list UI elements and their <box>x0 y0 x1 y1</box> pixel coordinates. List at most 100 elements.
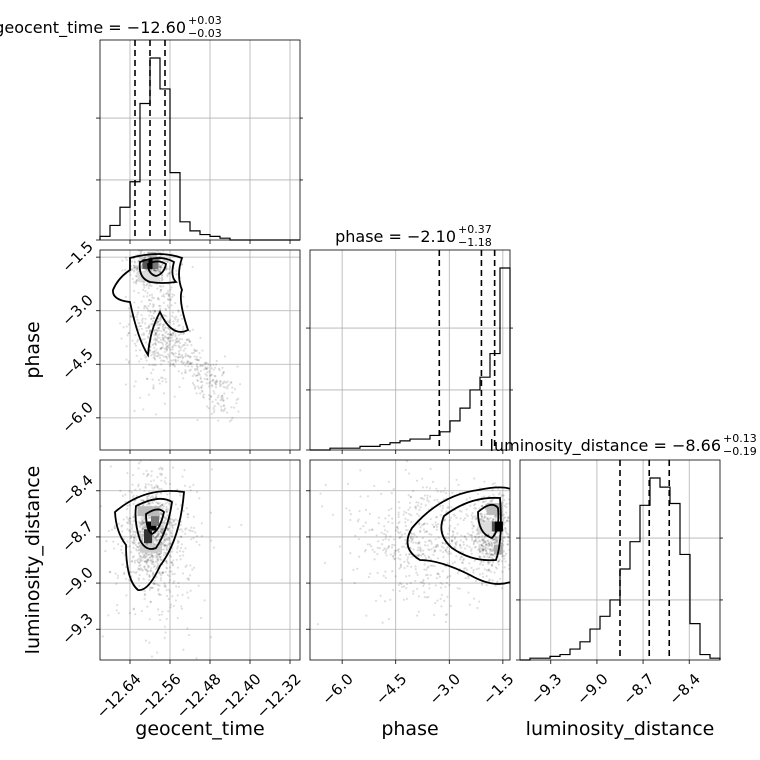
sample-point <box>491 532 495 535</box>
sample-point <box>473 546 476 549</box>
sample-point <box>222 385 225 388</box>
sample-point <box>416 504 420 507</box>
sample-point <box>232 406 236 409</box>
sample-point <box>478 551 481 554</box>
sample-point <box>151 378 154 381</box>
sample-point <box>490 556 493 559</box>
sample-point <box>171 314 174 318</box>
sample-point <box>413 534 416 537</box>
sample-point <box>181 572 185 575</box>
sample-point <box>488 552 491 555</box>
sample-point <box>436 599 439 602</box>
sample-point <box>485 549 488 553</box>
contour-line <box>112 253 190 358</box>
sample-point <box>152 384 155 387</box>
sample-point <box>138 551 141 554</box>
sample-point <box>131 277 134 280</box>
sample-point <box>148 586 151 589</box>
sample-point <box>165 348 168 351</box>
sample-point <box>164 585 167 589</box>
sample-point <box>416 549 419 552</box>
sample-point <box>195 363 199 366</box>
sample-point <box>189 489 192 492</box>
sample-point <box>400 545 404 548</box>
sample-point <box>471 511 474 515</box>
sample-point <box>500 493 503 497</box>
sample-point <box>154 269 157 272</box>
sample-point <box>151 555 154 558</box>
sample-point <box>481 552 484 555</box>
sample-point <box>451 562 454 565</box>
sample-point <box>163 582 166 585</box>
sample-point <box>143 521 146 524</box>
sample-point <box>135 548 138 551</box>
sample-point <box>189 340 192 343</box>
sample-point <box>165 343 168 346</box>
sample-point <box>458 587 461 590</box>
sample-point <box>177 356 180 359</box>
sample-point <box>159 265 163 268</box>
sample-point <box>506 515 510 519</box>
sample-point <box>148 503 151 506</box>
sample-point <box>147 559 150 562</box>
sample-point <box>159 266 162 269</box>
sample-point <box>496 580 499 583</box>
sample-point <box>173 395 176 398</box>
sample-point <box>489 540 492 543</box>
sample-point <box>409 495 413 498</box>
sample-point <box>158 555 161 558</box>
sample-point <box>423 554 427 557</box>
sample-point <box>504 529 507 532</box>
sample-point <box>425 530 428 534</box>
sample-point <box>387 617 391 621</box>
sample-point <box>415 535 418 538</box>
sample-point <box>435 545 438 548</box>
sample-point <box>160 532 164 535</box>
sample-point <box>145 329 148 333</box>
sample-point <box>367 575 370 579</box>
sample-point <box>170 523 173 526</box>
sample-point <box>503 536 506 540</box>
sample-point <box>165 510 168 513</box>
sample-point <box>487 519 490 522</box>
sample-point <box>150 317 153 320</box>
sample-point <box>158 319 162 323</box>
sample-point <box>137 483 140 486</box>
sample-point <box>484 549 487 552</box>
sample-point <box>428 583 431 586</box>
sample-point <box>133 264 136 267</box>
sample-point <box>156 340 159 343</box>
sample-point <box>422 553 425 556</box>
sample-point <box>144 486 147 489</box>
sample-point <box>130 527 134 531</box>
sample-point <box>162 293 165 296</box>
sample-point <box>199 356 202 359</box>
sample-point <box>151 554 154 557</box>
sample-point <box>235 402 238 405</box>
sample-point <box>160 613 163 616</box>
sample-point <box>166 345 169 349</box>
sample-point <box>496 560 499 563</box>
sample-point <box>148 298 151 301</box>
sample-point <box>239 383 242 386</box>
sample-point <box>176 519 179 522</box>
sample-point <box>143 567 146 570</box>
sample-point <box>411 538 414 541</box>
sample-point <box>464 577 467 580</box>
sample-point <box>156 558 159 561</box>
sample-point <box>407 494 410 497</box>
sample-point <box>152 316 155 320</box>
sample-point <box>495 515 498 518</box>
sample-point <box>156 608 160 611</box>
sample-point <box>497 560 501 563</box>
sample-point <box>146 291 149 294</box>
sample-point <box>169 603 173 606</box>
sample-point <box>209 511 213 514</box>
sample-point <box>399 564 403 567</box>
sample-point <box>161 571 164 575</box>
sample-point <box>132 515 135 519</box>
sample-point <box>137 259 140 262</box>
sample-point <box>420 477 424 480</box>
sample-point <box>151 486 154 489</box>
sample-point <box>170 359 173 362</box>
